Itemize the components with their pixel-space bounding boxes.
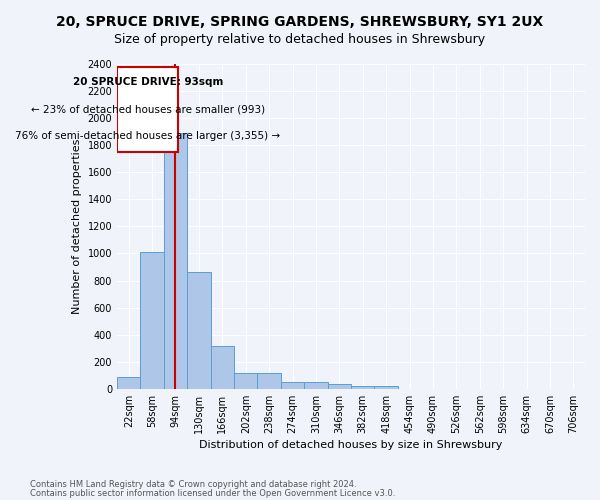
Bar [117,378,140,389]
Text: ← 23% of detached houses are smaller (993): ← 23% of detached houses are smaller (99… [31,104,265,115]
Bar [187,272,211,389]
Bar [281,382,304,389]
Bar [328,384,351,389]
Bar [117,67,178,152]
Bar [351,386,374,389]
Bar [374,386,398,389]
Bar [140,252,164,389]
Text: 20 SPRUCE DRIVE: 93sqm: 20 SPRUCE DRIVE: 93sqm [73,78,223,88]
X-axis label: Distribution of detached houses by size in Shrewsbury: Distribution of detached houses by size … [199,440,503,450]
Text: Contains public sector information licensed under the Open Government Licence v3: Contains public sector information licen… [30,488,395,498]
Bar [304,382,328,389]
Y-axis label: Number of detached properties: Number of detached properties [72,138,82,314]
Bar [257,374,281,389]
Text: Contains HM Land Registry data © Crown copyright and database right 2024.: Contains HM Land Registry data © Crown c… [30,480,356,489]
Bar [234,374,257,389]
Text: 20, SPRUCE DRIVE, SPRING GARDENS, SHREWSBURY, SY1 2UX: 20, SPRUCE DRIVE, SPRING GARDENS, SHREWS… [56,15,544,29]
Bar [164,133,187,389]
Text: Size of property relative to detached houses in Shrewsbury: Size of property relative to detached ho… [115,32,485,46]
Text: 76% of semi-detached houses are larger (3,355) →: 76% of semi-detached houses are larger (… [15,132,280,141]
Bar [211,346,234,389]
